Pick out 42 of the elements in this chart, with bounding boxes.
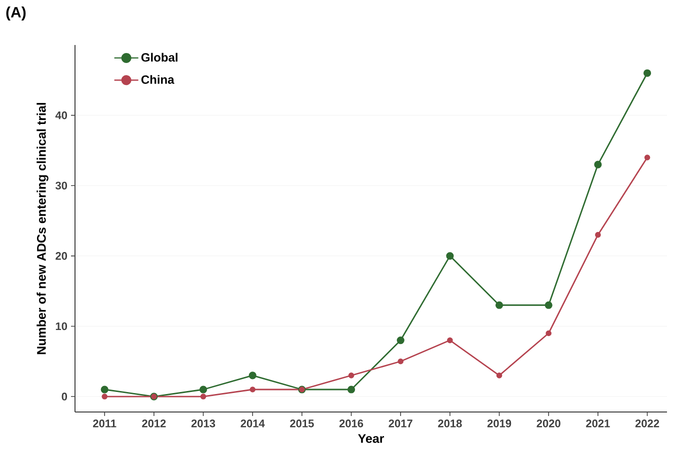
x-tick-label: 2011 bbox=[93, 420, 116, 428]
legend-label: China bbox=[141, 75, 174, 84]
x-tick-label: 2020 bbox=[536, 420, 560, 428]
legend-label: Global bbox=[141, 52, 178, 62]
point bbox=[643, 69, 652, 77]
point bbox=[594, 160, 602, 168]
y-tick-label: 10 bbox=[56, 322, 68, 330]
chart-title: (A) bbox=[6, 6, 26, 21]
point bbox=[347, 386, 356, 394]
point bbox=[495, 301, 504, 309]
point bbox=[396, 336, 404, 344]
y-tick-label: 20 bbox=[56, 252, 68, 260]
x-tick-label: 2014 bbox=[240, 420, 265, 428]
x-tick-label: 2012 bbox=[142, 420, 166, 428]
x-axis-title: Year bbox=[358, 434, 384, 443]
x-tick-label: 2016 bbox=[339, 420, 364, 428]
y-tick-label: 40 bbox=[55, 111, 68, 120]
x-tick-label: 2019 bbox=[487, 420, 512, 428]
point bbox=[248, 372, 256, 380]
point bbox=[446, 252, 454, 260]
y-axis-title: Number of new ADCs entering clinical trial bbox=[36, 102, 48, 354]
point bbox=[544, 301, 552, 309]
x-tick-label: 2015 bbox=[290, 420, 314, 428]
x-tick-label: 2018 bbox=[438, 420, 462, 428]
point bbox=[199, 386, 208, 394]
y-tick-label: 0 bbox=[62, 392, 68, 400]
x-tick-label: 2013 bbox=[191, 420, 216, 428]
point bbox=[102, 394, 108, 400]
point bbox=[644, 154, 650, 160]
y-tick-label: 30 bbox=[55, 182, 68, 190]
point bbox=[447, 337, 453, 344]
x-tick-label: 2021 bbox=[586, 420, 610, 428]
point bbox=[496, 372, 502, 378]
point bbox=[546, 330, 552, 336]
point bbox=[398, 358, 404, 364]
point bbox=[595, 232, 601, 238]
x-tick-label: 2017 bbox=[388, 420, 412, 428]
point bbox=[250, 386, 256, 392]
point bbox=[348, 372, 354, 378]
point bbox=[100, 386, 108, 394]
point bbox=[200, 394, 206, 400]
x-tick-label: 2022 bbox=[635, 420, 660, 428]
